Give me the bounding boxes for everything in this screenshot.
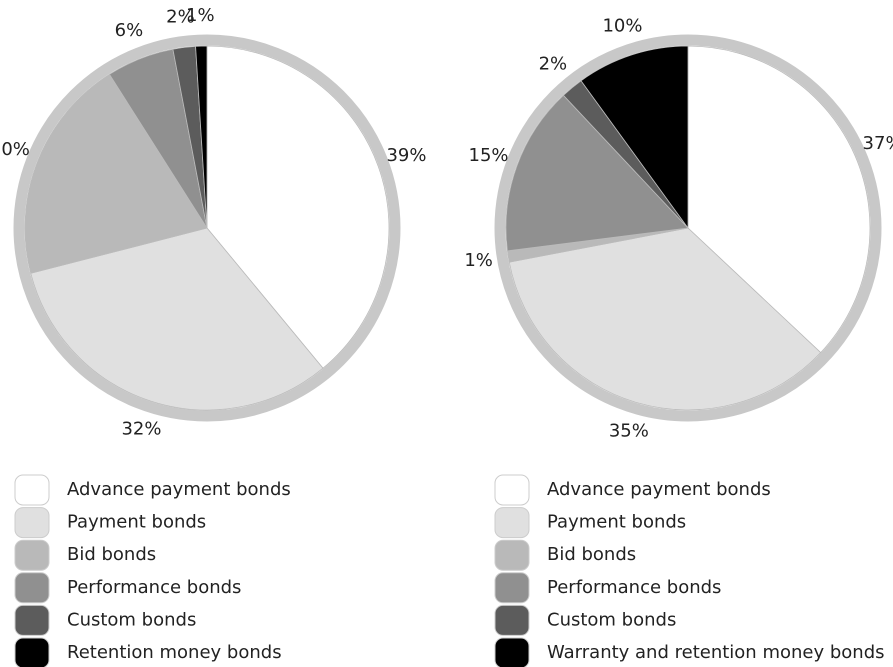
legend-swatch — [14, 474, 50, 506]
legend-label: Custom bonds — [547, 609, 676, 630]
legend-swatch — [14, 507, 50, 539]
legend-label: Bid bonds — [547, 544, 636, 565]
legend-swatch — [494, 572, 530, 604]
legend-swatch — [14, 572, 50, 604]
pie-slice — [30, 227, 324, 411]
legend-swatch — [494, 637, 530, 667]
pie-slice — [195, 45, 208, 229]
slice-label: 2% — [166, 7, 195, 28]
legend-label: Performance bonds — [547, 577, 721, 598]
legend-label: Warranty and retention money bonds — [547, 642, 885, 663]
legend-swatch — [494, 539, 530, 571]
legend-label: Advance payment bonds — [67, 479, 291, 500]
legend-label: Custom bonds — [67, 609, 196, 630]
slice-label: 1% — [186, 5, 215, 26]
pie-slice — [508, 227, 822, 411]
pie-ring — [494, 34, 882, 422]
legend-swatch — [14, 637, 50, 667]
legend-label: Advance payment bonds — [547, 479, 771, 500]
legend-label: Performance bonds — [67, 577, 241, 598]
slice-label: 6% — [115, 20, 144, 41]
pie-slice — [687, 45, 871, 354]
legend-label: Payment bonds — [67, 512, 206, 533]
pie-slice — [24, 73, 208, 274]
pie-slice — [505, 94, 689, 252]
slice-label: 35% — [609, 421, 649, 442]
slice-label: 15% — [469, 145, 509, 166]
slice-label: 2% — [539, 54, 568, 75]
slice-label: 39% — [386, 145, 426, 166]
pie-ring — [13, 34, 401, 422]
pie-slice — [206, 45, 390, 369]
legend-swatch — [14, 539, 50, 571]
slice-label: 10% — [602, 15, 642, 36]
slice-label: 20% — [0, 139, 30, 160]
slice-label: 1% — [464, 250, 493, 271]
legend-swatch — [494, 474, 530, 506]
legend-label: Bid bonds — [67, 544, 156, 565]
pie-slice — [580, 45, 689, 230]
legend-swatch — [14, 604, 50, 636]
legend-swatch — [494, 507, 530, 539]
slice-label: 37% — [863, 133, 893, 154]
legend-swatch — [494, 604, 530, 636]
legend-label: Payment bonds — [547, 512, 686, 533]
slice-label: 32% — [121, 419, 161, 440]
legend-label: Retention money bonds — [67, 642, 282, 663]
